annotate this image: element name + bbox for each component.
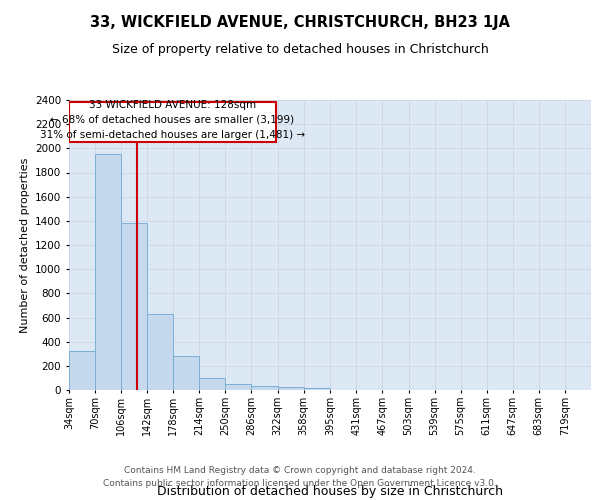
Bar [147,314,173,390]
Bar [95,154,121,390]
Bar [173,356,199,390]
Text: Contains HM Land Registry data © Crown copyright and database right 2024.
Contai: Contains HM Land Registry data © Crown c… [103,466,497,487]
Y-axis label: Number of detached properties: Number of detached properties [20,158,29,332]
Bar [278,387,304,390]
Bar [69,352,95,390]
Text: 33 WICKFIELD AVENUE: 128sqm
← 68% of detached houses are smaller (3,199)
31% of : 33 WICKFIELD AVENUE: 128sqm ← 68% of det… [40,100,305,140]
Bar [226,384,251,390]
Bar [304,388,329,390]
X-axis label: Distribution of detached houses by size in Christchurch: Distribution of detached houses by size … [157,485,503,498]
Bar [251,386,278,390]
Bar [199,378,226,390]
Text: Size of property relative to detached houses in Christchurch: Size of property relative to detached ho… [112,42,488,56]
Bar [121,223,147,390]
Text: 33, WICKFIELD AVENUE, CHRISTCHURCH, BH23 1JA: 33, WICKFIELD AVENUE, CHRISTCHURCH, BH23… [90,15,510,30]
FancyBboxPatch shape [69,102,276,142]
